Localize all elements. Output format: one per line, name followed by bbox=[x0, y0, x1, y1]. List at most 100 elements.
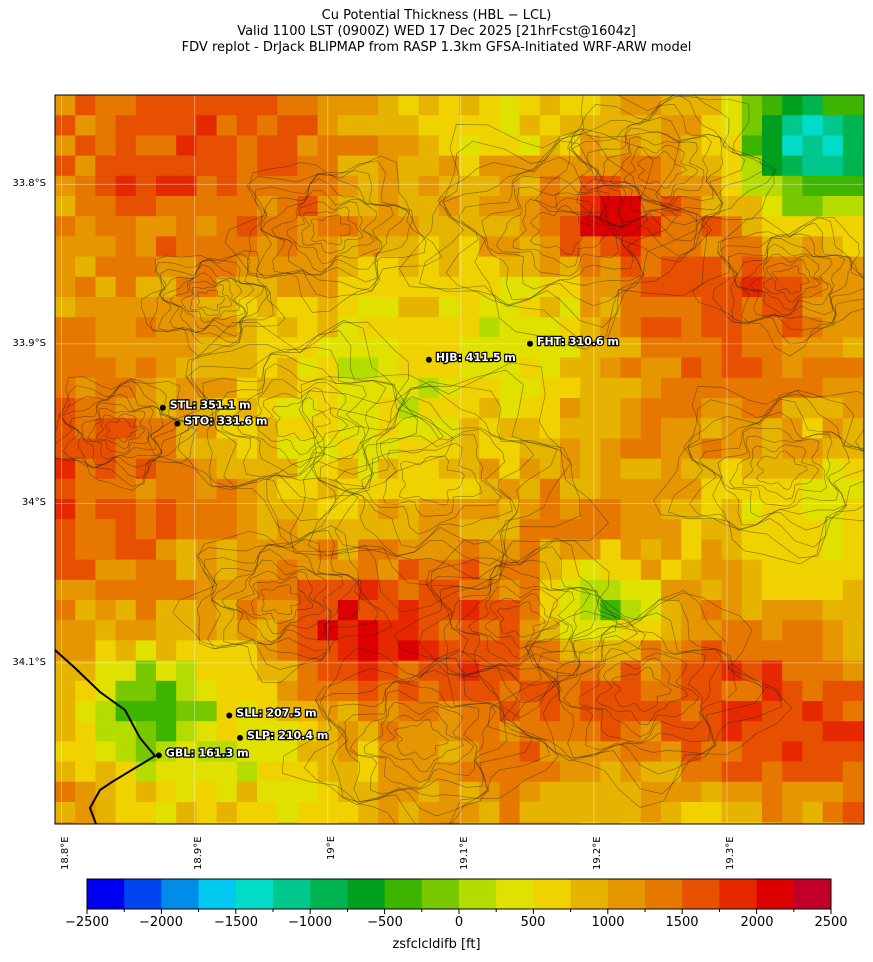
field-cell bbox=[842, 337, 864, 359]
field-cell bbox=[701, 256, 723, 278]
field-cell bbox=[156, 499, 177, 520]
field-cell bbox=[681, 438, 702, 460]
field-cell bbox=[580, 822, 601, 824]
field-cell bbox=[782, 781, 803, 803]
field-cell bbox=[600, 357, 622, 379]
field-cell bbox=[95, 660, 117, 682]
field-cell bbox=[519, 802, 541, 823]
field-cell bbox=[499, 297, 521, 318]
field-cell bbox=[156, 761, 177, 783]
field-cell bbox=[539, 135, 561, 157]
field-cell bbox=[398, 802, 420, 823]
field-cell bbox=[418, 276, 440, 298]
field-cell bbox=[580, 438, 601, 460]
field-cell bbox=[156, 579, 177, 601]
terrain-contour bbox=[327, 669, 508, 802]
field-cell bbox=[842, 256, 864, 278]
field-cell bbox=[741, 499, 763, 520]
field-cell bbox=[438, 135, 460, 157]
field-cell bbox=[519, 297, 541, 318]
field-cell bbox=[539, 579, 561, 601]
field-cell bbox=[782, 822, 803, 824]
field-cell bbox=[75, 135, 96, 157]
field-cell bbox=[741, 539, 763, 561]
field-cell bbox=[337, 175, 359, 197]
terrain-contour bbox=[158, 259, 265, 337]
field-cell bbox=[762, 519, 783, 540]
terrain-contour bbox=[203, 539, 362, 661]
field-cell bbox=[459, 115, 480, 136]
field-cell bbox=[661, 95, 682, 116]
field-cell bbox=[75, 680, 96, 702]
field-cell bbox=[317, 438, 339, 460]
field-cell bbox=[560, 660, 581, 682]
field-cell bbox=[216, 519, 238, 540]
field-cell bbox=[216, 539, 238, 561]
field-cell bbox=[560, 196, 581, 217]
field-cell bbox=[519, 458, 541, 480]
field-cell bbox=[661, 781, 682, 803]
field-cell bbox=[196, 438, 218, 460]
field-cell bbox=[176, 721, 197, 742]
terrain-contour bbox=[334, 415, 513, 549]
field-cell bbox=[681, 600, 702, 621]
field-cell bbox=[539, 822, 561, 824]
field-cell bbox=[378, 559, 399, 581]
field-cell bbox=[378, 196, 399, 217]
field-cell bbox=[600, 115, 622, 136]
field-cell bbox=[459, 276, 480, 298]
field-cell bbox=[741, 741, 763, 763]
field-cell bbox=[277, 781, 298, 803]
field-cell bbox=[257, 802, 278, 823]
field-cell bbox=[216, 741, 238, 763]
field-cell bbox=[519, 701, 541, 722]
field-cell bbox=[762, 458, 783, 480]
colorbar-segment bbox=[198, 879, 237, 909]
field-cell bbox=[418, 438, 440, 460]
field-cell bbox=[337, 377, 359, 399]
field-cell bbox=[661, 660, 682, 682]
field-cell bbox=[358, 478, 379, 500]
field-cell bbox=[640, 276, 662, 298]
field-cell bbox=[822, 317, 844, 338]
field-cell bbox=[277, 620, 298, 641]
field-cell bbox=[75, 155, 96, 177]
field-cell bbox=[640, 478, 662, 500]
field-cell bbox=[358, 216, 379, 237]
field-cell bbox=[640, 579, 662, 601]
field-cell bbox=[701, 660, 723, 682]
field-cell bbox=[418, 781, 440, 803]
field-cell bbox=[479, 256, 500, 278]
terrain-contour bbox=[361, 434, 502, 535]
field-cell bbox=[640, 822, 662, 824]
field-cell bbox=[782, 337, 803, 359]
field-cell bbox=[539, 438, 561, 460]
field-cell bbox=[620, 276, 642, 298]
field-cell bbox=[499, 620, 521, 641]
field-cell bbox=[277, 256, 298, 278]
field-cell bbox=[580, 236, 601, 258]
field-cell bbox=[580, 660, 601, 682]
field-cell bbox=[600, 175, 622, 197]
field-cell bbox=[378, 781, 399, 803]
field-cell bbox=[580, 701, 601, 722]
field-cell bbox=[398, 135, 420, 157]
field-cell bbox=[580, 802, 601, 823]
field-cell bbox=[55, 256, 76, 278]
field-cell bbox=[257, 822, 278, 824]
colorbar-segment bbox=[496, 879, 534, 909]
field-cell bbox=[741, 640, 763, 662]
field-cell bbox=[681, 337, 702, 359]
field-cell bbox=[782, 519, 803, 540]
field-cell bbox=[701, 559, 723, 581]
field-cell bbox=[499, 741, 521, 763]
field-cell bbox=[539, 317, 561, 338]
field-cell bbox=[560, 478, 581, 500]
terrain-contour bbox=[771, 265, 810, 294]
field-cell bbox=[115, 216, 137, 237]
field-cell bbox=[701, 640, 723, 662]
field-cell bbox=[418, 377, 440, 399]
field-cell bbox=[398, 175, 420, 197]
field-cell bbox=[842, 519, 864, 540]
field-cell bbox=[762, 357, 783, 379]
